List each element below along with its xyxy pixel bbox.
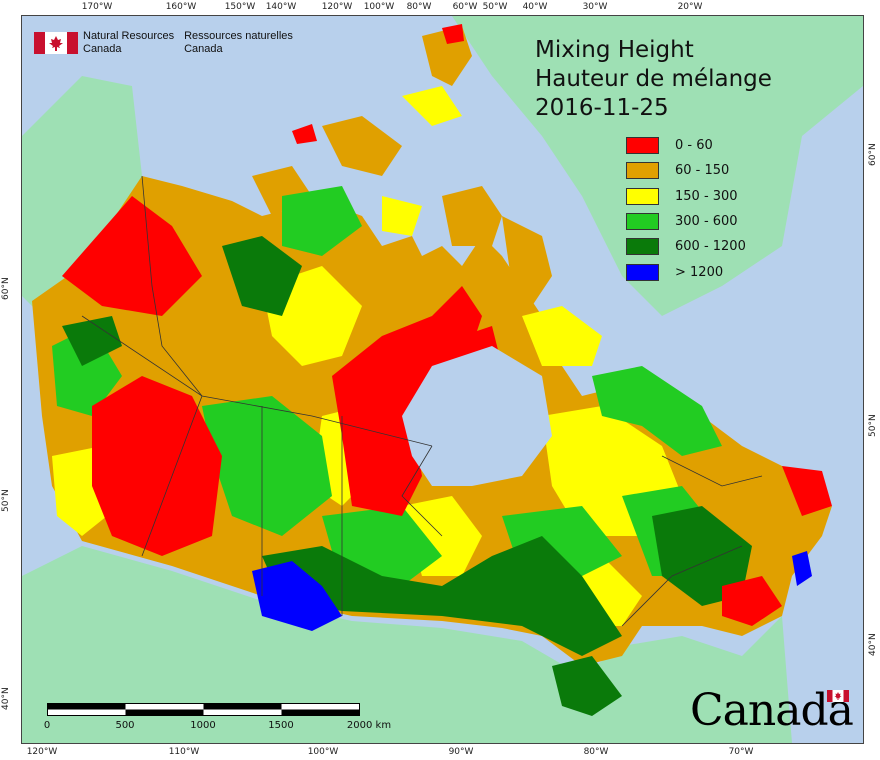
graticule-bottom-label: 120°W [26,747,58,757]
graticule-left-label: 60°N [1,277,11,300]
region-0-60 [442,24,464,44]
region-300-600 [282,186,362,256]
region-0-60 [782,466,832,516]
region-600-1200 [652,506,752,606]
map-title: Mixing Height Hauteur de mélange 2016-11… [535,36,772,123]
scale-label: 2000 km [346,720,392,731]
graticule-bottom-label: 90°W [448,747,474,757]
title-french: Hauteur de mélange [535,66,772,92]
title-date: 2016-11-25 [535,95,669,121]
title-english: Mixing Height [535,37,694,63]
legend-label: 0 - 60 [675,138,713,154]
region-600-1200 [62,316,122,366]
legend-item: 60 - 150 [626,158,746,183]
arctic-island-yellow [382,196,422,236]
map-canvas: Natural Resources Canada Ressources natu… [21,15,864,744]
graticule-bottom-label: 100°W [307,747,339,757]
region-0-60 [62,196,202,316]
graticule-top-label: 150°W [224,2,256,12]
arctic-island [322,116,402,176]
region-300-600 [592,366,722,456]
region-0-60 [92,376,222,556]
graticule-right-label: 50°N [868,414,878,437]
legend-swatch [626,263,659,281]
graticule-top-label: 140°W [265,2,297,12]
legend-label: 60 - 150 [675,163,730,179]
baffin-island-north [442,186,502,246]
agency-signature: Natural Resources Canada Ressources natu… [34,30,303,56]
alaska-land [22,76,142,326]
legend-swatch [626,137,659,155]
agency-name-english: Natural Resources Canada [83,30,174,56]
legend: 0 - 60 60 - 150 150 - 300 300 - 600 600 - 12… [626,133,746,285]
graticule-top-label: 60°W [452,2,478,12]
agency-name-line: Canada [83,43,122,55]
graticule-left-label: 50°N [1,489,11,512]
legend-label: 600 - 1200 [675,239,746,255]
arctic-island-yellow [402,86,462,126]
legend-item: > 1200 [626,259,746,284]
scale-label: 1000 [190,720,216,731]
canada-wordmark: Canada [690,685,854,736]
canada-flag-icon [827,690,849,702]
wordmark-text: Canada [690,685,854,736]
provincial-boundaries [81,175,763,627]
legend-swatch [626,238,659,256]
graticule-top-label: 120°W [321,2,353,12]
region-over-1200 [792,551,812,586]
baffin-island-south [502,216,552,306]
scale-bar: 0 500 1000 1500 2000 km [44,703,391,731]
graticule-bottom-label: 70°W [728,747,754,757]
scale-label: 1500 [268,720,294,731]
region-0-60 [332,286,482,516]
graticule-top-label: 50°W [482,2,508,12]
graticule-top-label: 30°W [582,2,608,12]
hudson-bay [402,346,552,486]
legend-label: 150 - 300 [675,188,738,204]
legend-label: > 1200 [675,264,724,280]
agency-name-line: Ressources naturelles [184,30,293,42]
region-150-300 [522,306,602,366]
canada-flag-icon [34,32,78,54]
region-600-1200 [552,656,622,716]
agency-name-french: Ressources naturelles Canada [184,30,293,56]
region-300-600 [202,396,332,536]
mixing-height-map [22,16,863,743]
region-600-1200 [222,236,302,316]
legend-item: 0 - 60 [626,133,746,158]
scale-bar-graphic [47,703,360,716]
agency-name-line: Natural Resources [83,30,175,42]
graticule-top-label: 170°W [81,2,113,12]
legend-swatch [626,162,659,180]
graticule-left-label: 40°N [1,687,11,710]
legend-swatch [626,213,659,231]
legend-label: 300 - 600 [675,214,738,230]
graticule-top-label: 100°W [363,2,395,12]
graticule-top-label: 20°W [677,2,703,12]
scale-label: 500 [115,720,135,731]
graticule-bottom-label: 80°W [583,747,609,757]
graticule-right-label: 40°N [868,633,878,656]
graticule-right-label: 60°N [868,143,878,166]
legend-swatch [626,187,659,205]
graticule-bottom-label: 110°W [168,747,200,757]
region-0-60 [722,576,782,626]
scale-label: 0 [43,720,51,731]
agency-name-line: Canada [184,43,223,55]
region-over-1200 [252,561,342,631]
graticule-top-label: 80°W [406,2,432,12]
graticule-top-label: 160°W [165,2,197,12]
graticule-top-label: 40°W [522,2,548,12]
legend-item: 150 - 300 [626,184,746,209]
legend-item: 300 - 600 [626,209,746,234]
region-0-60 [292,124,317,144]
region-600-1200 [262,536,622,656]
legend-item: 600 - 1200 [626,234,746,259]
